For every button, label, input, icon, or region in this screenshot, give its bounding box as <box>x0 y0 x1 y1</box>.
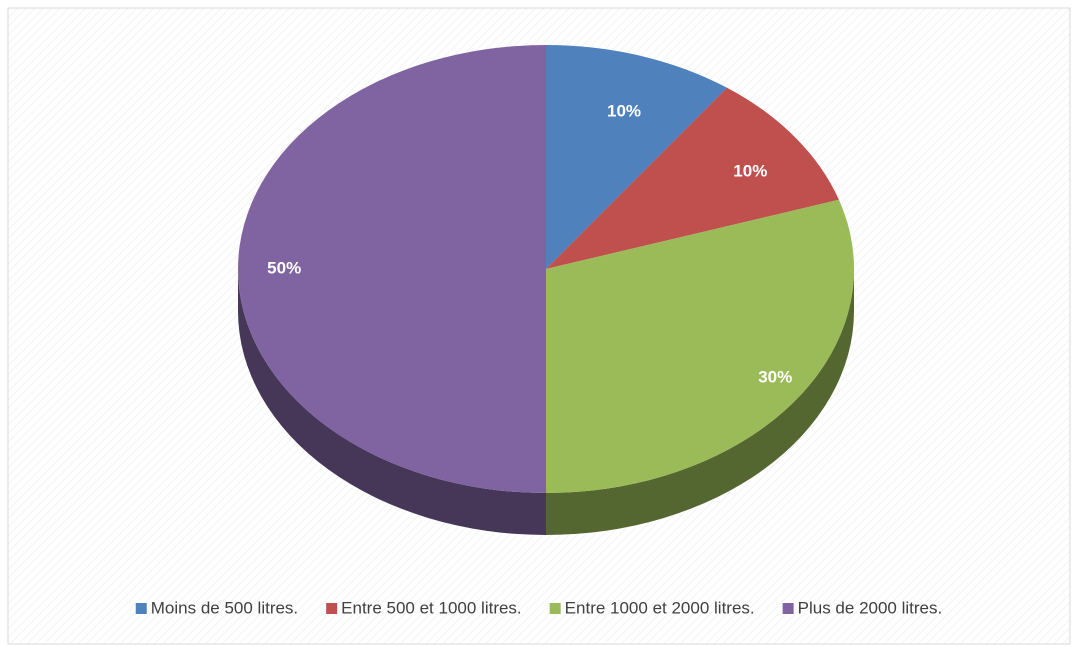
legend-swatch <box>135 603 147 614</box>
legend-label: Entre 1000 et 2000 litres. <box>565 598 755 617</box>
pie-side <box>546 269 854 535</box>
pie-slice <box>546 87 839 270</box>
legend-swatch <box>549 603 561 614</box>
data-label: 10% <box>733 161 767 180</box>
pie-slice <box>546 45 728 269</box>
pie-slice <box>238 45 546 493</box>
legend: Moins de 500 litres. Entre 500 et 1000 li… <box>135 598 943 617</box>
pie: 10% 10% 30% 50% <box>238 45 854 535</box>
pie-slice <box>546 199 854 493</box>
pie-side <box>238 269 546 535</box>
data-label: 10% <box>607 101 641 120</box>
data-label: 50% <box>267 258 301 277</box>
legend-label: Moins de 500 litres. <box>151 598 298 617</box>
legend-swatch <box>326 603 338 614</box>
legend-item: Moins de 500 litres. <box>135 598 298 617</box>
legend-item: Plus de 2000 litres. <box>782 598 943 617</box>
legend-label: Entre 500 et 1000 litres. <box>341 598 522 617</box>
legend-item: Entre 1000 et 2000 litres. <box>549 598 755 617</box>
legend-item: Entre 500 et 1000 litres. <box>326 598 522 617</box>
legend-label: Plus de 2000 litres. <box>798 598 943 617</box>
data-label: 30% <box>758 368 792 387</box>
legend-swatch <box>782 603 794 614</box>
